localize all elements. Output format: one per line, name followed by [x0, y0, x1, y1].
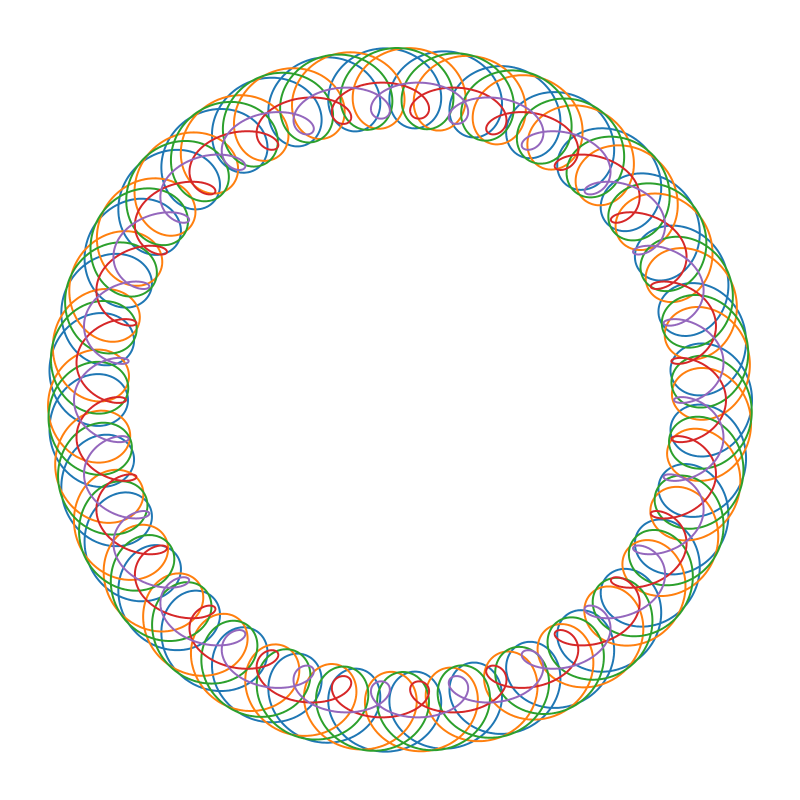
orange-curve: [47, 47, 753, 753]
blue-curve: [48, 47, 753, 753]
red-curve: [75, 81, 727, 719]
green-curve: [47, 47, 753, 752]
purple-curve: [73, 81, 725, 719]
